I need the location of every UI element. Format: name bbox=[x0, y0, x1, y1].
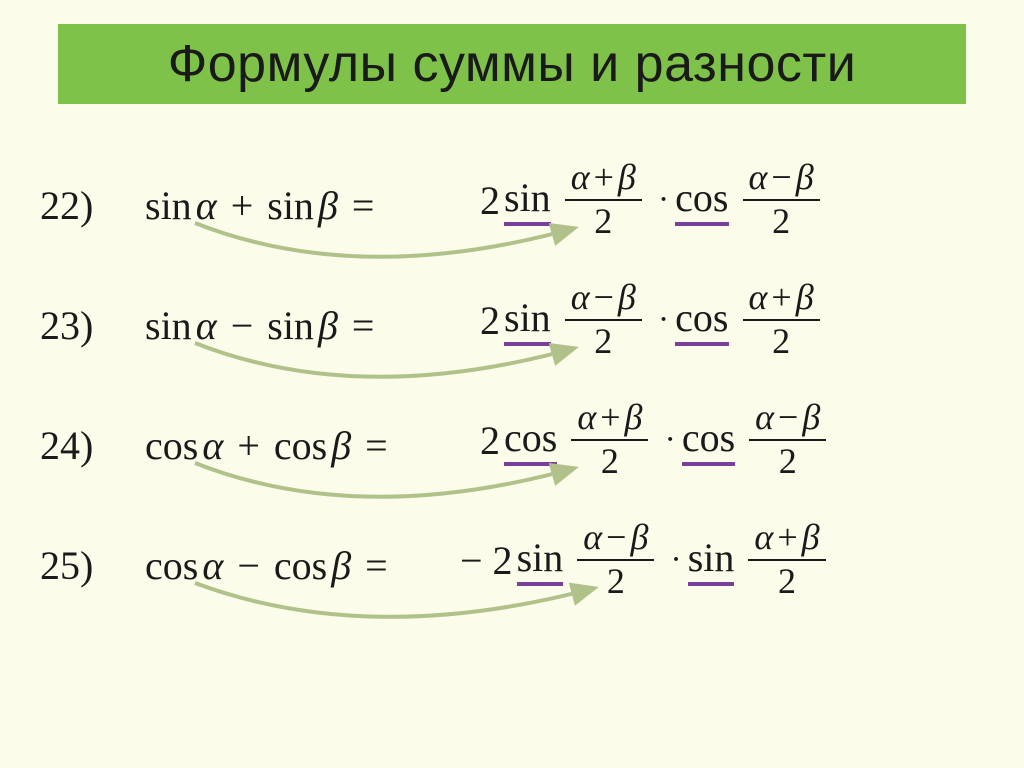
formula-lhs: cosα + cosβ = bbox=[145, 422, 392, 469]
formula-row-25: 25) cosα − cosβ = − 2 sin α−β 2 · sin α+… bbox=[40, 500, 984, 620]
formula-row-23: 23) sinα − sinβ = 2 sin α−β 2 · cos α+β … bbox=[40, 260, 984, 380]
page-title: Формулы суммы и разности bbox=[168, 34, 857, 94]
formula-row-22: 22) sinα + sinβ = 2 sin α+β 2 · cos α−β … bbox=[40, 140, 984, 260]
formula-rhs: 2 sin α−β 2 · cos α+β 2 bbox=[480, 260, 830, 380]
row-number: 25) bbox=[40, 542, 93, 589]
formula-lhs: sinα − sinβ = bbox=[145, 302, 378, 349]
fraction: α−β 2 bbox=[565, 279, 642, 361]
fraction: α−β 2 bbox=[749, 399, 826, 481]
formula-lhs: sinα + sinβ = bbox=[145, 182, 378, 229]
fraction: α+β 2 bbox=[565, 159, 642, 241]
formula-lhs: cosα − cosβ = bbox=[145, 542, 392, 589]
formula-rhs: 2 cos α+β 2 · cos α−β 2 bbox=[480, 380, 836, 500]
fraction: α+β 2 bbox=[748, 519, 825, 601]
title-bar: Формулы суммы и разности bbox=[58, 24, 966, 104]
formula-rhs: 2 sin α+β 2 · cos α−β 2 bbox=[480, 140, 830, 260]
fraction: α−β 2 bbox=[743, 159, 820, 241]
fraction: α+β 2 bbox=[571, 399, 648, 481]
formula-row-24: 24) cosα + cosβ = 2 cos α+β 2 · cos α−β … bbox=[40, 380, 984, 500]
row-number: 23) bbox=[40, 302, 93, 349]
formula-rhs: − 2 sin α−β 2 · sin α+β 2 bbox=[460, 500, 836, 620]
fraction: α+β 2 bbox=[743, 279, 820, 361]
row-number: 22) bbox=[40, 182, 93, 229]
fraction: α−β 2 bbox=[577, 519, 654, 601]
row-number: 24) bbox=[40, 422, 93, 469]
